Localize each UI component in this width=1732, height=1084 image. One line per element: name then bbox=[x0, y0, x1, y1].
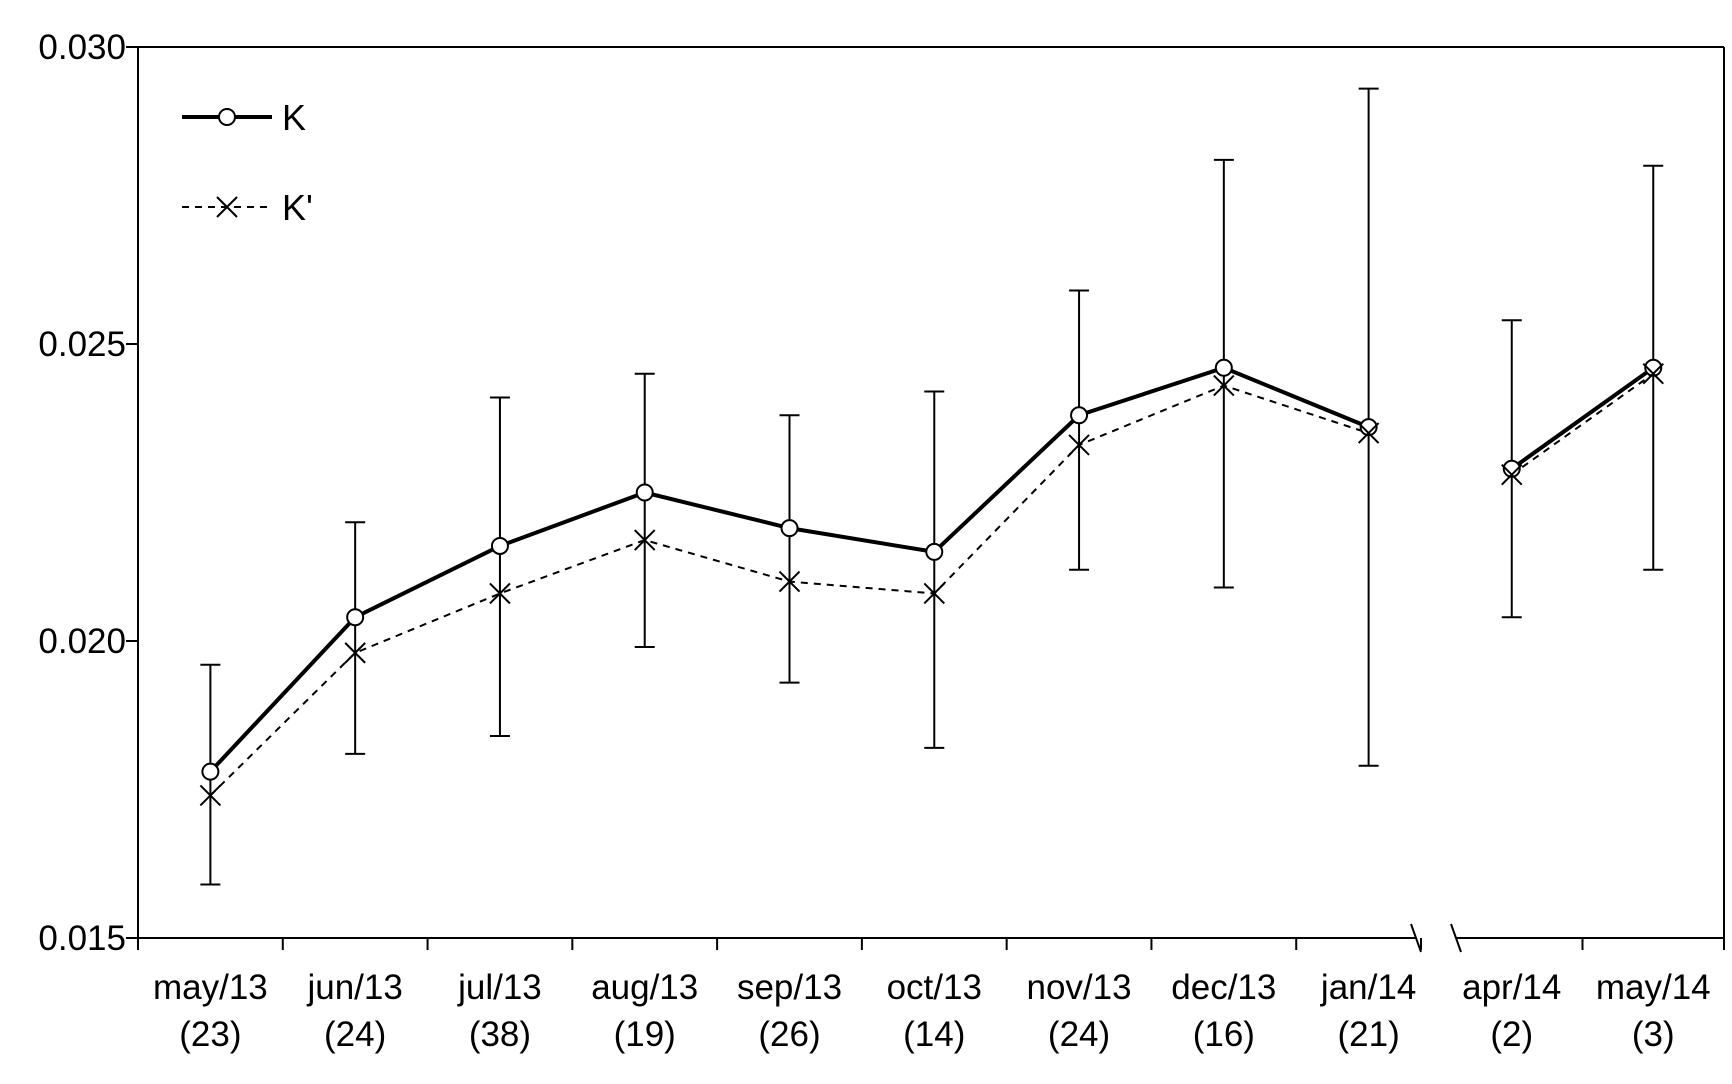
legend-kprime-marker bbox=[216, 196, 238, 218]
series-kprime-point bbox=[1213, 374, 1235, 397]
series-k-point bbox=[635, 483, 654, 502]
series-k-point bbox=[490, 536, 509, 555]
axis-break-mark bbox=[1450, 923, 1462, 953]
x-tick-count-label: (21) bbox=[1337, 1015, 1399, 1054]
x-tick-count-label: (23) bbox=[179, 1015, 241, 1054]
series-kprime-point bbox=[344, 642, 366, 664]
axis-break-mark bbox=[1410, 923, 1422, 953]
series-kprime-point bbox=[634, 529, 656, 551]
x-tick-count-label: (38) bbox=[469, 1015, 531, 1054]
x-tick-label: jan/14 bbox=[1320, 968, 1416, 1007]
x-tick-label: sep/13 bbox=[737, 968, 842, 1007]
series-kprime-point bbox=[1068, 434, 1090, 456]
x-tick-label: dec/13 bbox=[1171, 968, 1276, 1007]
x-tick-label: apr/14 bbox=[1462, 968, 1561, 1007]
series-k-point bbox=[1214, 358, 1233, 377]
y-tick-label: 0.015 bbox=[38, 919, 126, 958]
x-tick-label: nov/13 bbox=[1027, 968, 1132, 1007]
series-kprime-point bbox=[1357, 422, 1380, 444]
series-k-point bbox=[1644, 358, 1663, 377]
series-k-point bbox=[925, 542, 944, 561]
series-k-point bbox=[201, 762, 220, 781]
y-tick-label: 0.030 bbox=[38, 28, 126, 67]
x-tick-count-label: (3) bbox=[1632, 1015, 1675, 1054]
series-k-point bbox=[1070, 406, 1089, 425]
x-tick-label: oct/13 bbox=[887, 968, 982, 1007]
y-tick-label: 0.025 bbox=[38, 325, 126, 364]
series-kprime-point bbox=[1501, 463, 1523, 486]
series-markers bbox=[199, 358, 1664, 807]
legend: K K' bbox=[182, 97, 313, 228]
legend-kprime-label: K' bbox=[282, 187, 313, 228]
series-kprime-point bbox=[1642, 362, 1664, 385]
legend-k-label: K bbox=[282, 97, 306, 138]
x-tick-count-label: (24) bbox=[324, 1015, 386, 1054]
series-k-point bbox=[346, 608, 365, 627]
x-tick-label: jul/13 bbox=[457, 968, 542, 1007]
x-tick-count-label: (2) bbox=[1490, 1015, 1533, 1054]
y-tick-label: 0.020 bbox=[38, 622, 126, 661]
chart-axes: 0.015 0.020 0.025 0.030 may/13 (23) jun/13 (24)… bbox=[38, 28, 1725, 1054]
x-tick-label: may/14 bbox=[1596, 968, 1711, 1007]
series-kprime-point bbox=[489, 582, 511, 605]
x-tick-count-label: (16) bbox=[1193, 1015, 1255, 1054]
x-tick-count-label: (14) bbox=[903, 1015, 965, 1054]
x-tick-label: aug/13 bbox=[591, 968, 698, 1007]
x-tick-label: jun/13 bbox=[306, 968, 402, 1007]
series-lines bbox=[208, 365, 1655, 797]
x-tick-count-label: (26) bbox=[758, 1015, 820, 1054]
legend-k-marker bbox=[218, 108, 236, 126]
x-tick-label: may/13 bbox=[153, 968, 268, 1007]
error-bars bbox=[200, 87, 1664, 886]
series-k-point bbox=[780, 519, 799, 538]
series-kprime-point bbox=[923, 582, 945, 605]
series-kprime-line bbox=[1511, 372, 1654, 476]
series-k-point bbox=[1359, 418, 1378, 437]
series-k-point bbox=[1502, 459, 1521, 478]
series-kprime-point bbox=[199, 784, 222, 807]
x-tick-count-label: (24) bbox=[1048, 1015, 1110, 1054]
x-tick-count-label: (19) bbox=[614, 1015, 676, 1054]
series-k-line bbox=[1510, 366, 1655, 471]
series-kprime-point bbox=[778, 570, 801, 593]
